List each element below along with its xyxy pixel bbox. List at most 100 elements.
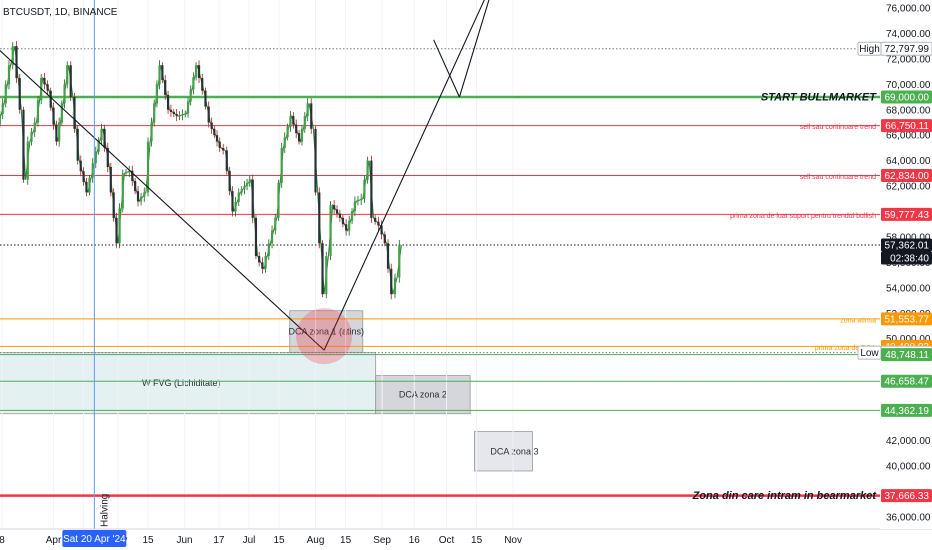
price-tag-label-3: 62,834.00 [885, 171, 930, 182]
candle-body [121, 173, 124, 209]
y-tick-label: 58,000.00 [886, 232, 931, 243]
y-tick-label: 76,000.00 [886, 4, 931, 15]
level-note-1: START BULLMARKET [761, 92, 877, 104]
price-tag-label-2: 66,750.11 [885, 121, 929, 132]
level-note-4: prima zona de luat suport pentru trendul… [730, 213, 876, 220]
symbol-title: BTCUSDT, 1D, BINANCE [3, 7, 118, 18]
level-note-2: sell sau continuare trend [800, 124, 876, 131]
candle-body [295, 124, 298, 134]
candle-body [4, 84, 7, 104]
x-tick-label: Oct [439, 535, 455, 546]
x-tick-label: 15 [471, 535, 483, 546]
candle-body [289, 116, 292, 127]
candle-body [43, 77, 46, 85]
level-note-3: sell sau continuare trend [800, 174, 876, 181]
candle-body [22, 109, 25, 180]
candle-body [33, 122, 36, 133]
candle-body [172, 111, 175, 114]
candle-body [128, 170, 131, 173]
y-tick-label: 66,000.00 [886, 131, 931, 142]
candle-body [169, 109, 173, 112]
candle-body [143, 192, 146, 197]
price-tag-label-9: 48,748.11 [885, 350, 929, 361]
candle-body [390, 268, 393, 295]
candle-body [60, 103, 63, 123]
y-tick-label: 42,000.00 [886, 436, 931, 447]
candle-body [94, 151, 97, 164]
candle-body [100, 128, 103, 141]
candle-body [297, 133, 301, 142]
candle-body [150, 122, 153, 142]
candle-body [189, 89, 192, 102]
crosshair-date-tag [62, 530, 127, 547]
price-tag-label-4: 59,777.43 [885, 210, 930, 221]
candle-body [267, 243, 270, 257]
candle-body [350, 211, 354, 221]
price-tag-4 [881, 207, 932, 221]
candle-body [270, 230, 274, 244]
candle-body [215, 135, 219, 142]
level-note-6: zona atinsa [840, 317, 876, 324]
x-tick-label: Apr [46, 535, 62, 546]
candle-body [134, 180, 137, 192]
candle-body [292, 116, 295, 125]
candle-body [335, 209, 339, 214]
candle-body [103, 128, 106, 148]
y-tick-label: 72,000.00 [886, 54, 931, 65]
candle-body [243, 186, 246, 190]
candle-body [264, 256, 267, 269]
countdown-tag [881, 251, 932, 265]
candle-body [18, 77, 21, 110]
price-tag-10 [881, 374, 932, 388]
candle-body [374, 217, 377, 222]
candle-body [166, 94, 170, 110]
x-tick-label: 15 [273, 535, 285, 546]
dca-zona-2-label: DCA zona 2 [399, 390, 447, 400]
candle-body [58, 122, 61, 142]
candle-body [146, 141, 150, 193]
candle-body [139, 196, 143, 202]
level-tag-8: Low [860, 348, 879, 359]
candle-body [175, 113, 178, 117]
candle-body [82, 171, 85, 182]
x-tick-label: Jun [176, 535, 192, 546]
candle-body [286, 126, 289, 138]
candle-body [178, 115, 181, 117]
price-tag-1 [881, 90, 932, 104]
candle-body [341, 217, 345, 225]
candle-body [363, 179, 366, 199]
price-tag-6 [881, 312, 932, 326]
ascending-trendline [323, 0, 485, 351]
candle-body [245, 182, 249, 187]
candle-body [46, 84, 49, 91]
price-tag-label-0: 72,797.99 [885, 44, 930, 55]
x-axis-band [0, 529, 932, 550]
candle-body [197, 65, 201, 78]
candle-body [377, 221, 380, 226]
candle-body [186, 101, 190, 114]
x-tick-label: Nov [504, 535, 522, 546]
candle-body [207, 106, 210, 123]
candle-body [329, 205, 332, 257]
price-path [0, 46, 402, 295]
price-tag-11 [881, 403, 932, 417]
candle-body [393, 277, 397, 295]
dca-zona-2-box [375, 375, 471, 415]
price-tag-5 [881, 238, 932, 252]
price-tag-9 [881, 348, 932, 362]
candle-body [222, 147, 225, 151]
candle-body [124, 172, 128, 174]
x-tick-label: 15 [142, 535, 154, 546]
x-tick-label: 8 [0, 535, 5, 546]
price-tag-label-5: 57,362.01 [885, 241, 930, 252]
candle-body [360, 198, 363, 201]
price-tag-label-11: 44,362.19 [885, 406, 930, 417]
candle-body [333, 205, 336, 210]
candle-body [158, 65, 161, 85]
level-tag-box-0 [857, 41, 882, 56]
candle-body [131, 170, 134, 181]
candle-body [30, 132, 33, 142]
candle-body [161, 65, 164, 81]
